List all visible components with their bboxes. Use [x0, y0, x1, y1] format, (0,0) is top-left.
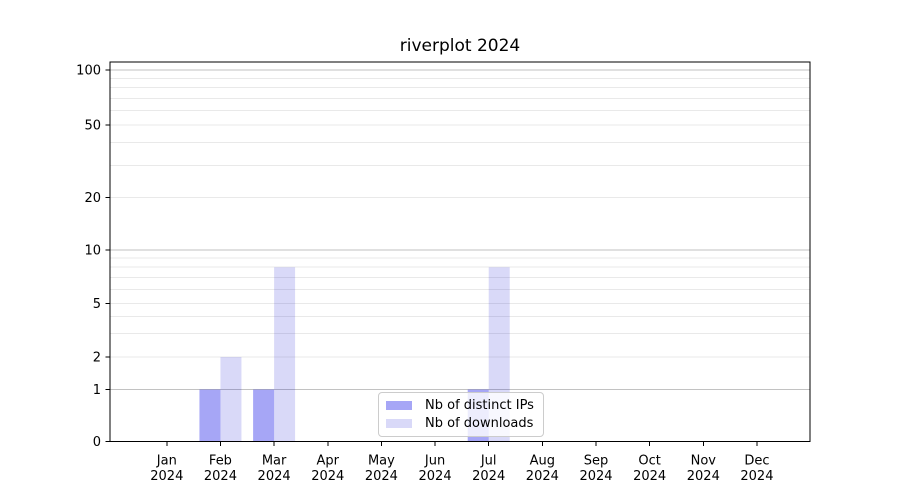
y-tick-label: 100 [76, 64, 101, 79]
y-tick-label: 20 [84, 191, 101, 206]
x-tick-label-month: Oct [638, 454, 660, 469]
bar-distinct-ips [199, 389, 221, 442]
x-tick-label-month: Mar [262, 454, 287, 469]
x-tick-label-month: Jan [156, 454, 177, 469]
y-tick-label: 0 [93, 435, 101, 450]
x-tick-label-month: Apr [317, 454, 340, 469]
x-tick-label-year: 2024 [687, 469, 720, 484]
x-tick-label-year: 2024 [204, 469, 237, 484]
x-tick-label-year: 2024 [472, 469, 505, 484]
x-tick-label-month: Jun [424, 454, 445, 469]
legend-label-downloads: Nb of downloads [425, 416, 534, 431]
x-tick-label-year: 2024 [365, 469, 398, 484]
y-tick-label: 10 [84, 244, 101, 259]
x-tick-label-year: 2024 [633, 469, 666, 484]
x-tick-label-month: Nov [691, 454, 717, 469]
x-tick-label-month: Jul [480, 454, 497, 469]
x-tick-label-month: Feb [209, 454, 232, 469]
x-tick-label-month: Sep [584, 454, 609, 469]
legend-entry-distinct-ips: Nb of distinct IPs [386, 398, 536, 413]
y-tick-label: 50 [84, 119, 101, 134]
chart-title: riverplot 2024 [399, 36, 521, 56]
y-tick-label: 5 [93, 297, 101, 312]
x-tick-label-month: Dec [744, 454, 769, 469]
legend-swatch-distinct-ips [386, 401, 412, 410]
plot-border [109, 61, 811, 442]
bar-downloads [220, 357, 242, 442]
y-tick-label: 1 [93, 383, 101, 398]
x-tick-label-month: Aug [530, 454, 555, 469]
legend: Nb of distinct IPs Nb of downloads [378, 392, 544, 437]
x-tick-label-year: 2024 [740, 469, 773, 484]
y-tick-label: 2 [93, 351, 101, 366]
legend-swatch-downloads [386, 419, 412, 428]
x-tick-label-year: 2024 [526, 469, 559, 484]
bar-downloads [274, 267, 296, 442]
x-tick-label-year: 2024 [258, 469, 291, 484]
x-tick-label-year: 2024 [311, 469, 344, 484]
x-tick-label-year: 2024 [150, 469, 183, 484]
x-tick-label-month: May [368, 454, 395, 469]
x-tick-label-year: 2024 [419, 469, 452, 484]
legend-label-distinct-ips: Nb of distinct IPs [425, 398, 534, 413]
bar-distinct-ips [253, 389, 275, 442]
legend-entry-downloads: Nb of downloads [386, 416, 536, 431]
x-tick-label-year: 2024 [579, 469, 612, 484]
